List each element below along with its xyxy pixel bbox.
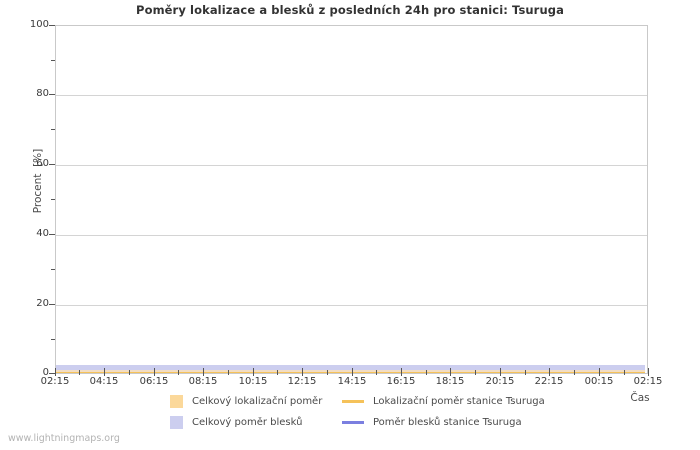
x-tick-label: 22:15 <box>534 376 564 387</box>
legend-item-lokalizacni-pomer-stanice: Lokalizační poměr stanice Tsuruga <box>342 396 545 407</box>
y-tick-minor <box>51 199 56 200</box>
y-tick-label: 20 <box>36 298 49 309</box>
x-tick-label: 20:15 <box>485 376 515 387</box>
y-tick-minor <box>51 129 56 130</box>
x-tick-major <box>104 368 105 376</box>
y-tick-major <box>49 25 56 26</box>
watermark: www.lightningmaps.org <box>8 433 120 444</box>
plot-area <box>55 25 648 374</box>
x-tick-major <box>401 368 402 376</box>
x-tick-major <box>500 368 501 376</box>
y-tick-minor <box>51 269 56 270</box>
y-tick-label: 40 <box>36 228 49 239</box>
legend-item-celkovy-pomer-blesku: Celkový poměr blesků <box>170 416 342 429</box>
x-tick-major <box>203 368 204 376</box>
x-tick-label: 14:15 <box>337 376 367 387</box>
x-tick-major <box>55 368 56 376</box>
x-tick-minor <box>525 370 526 375</box>
legend-label: Poměr blesků stanice Tsuruga <box>373 417 522 428</box>
gridline-80 <box>56 95 647 96</box>
x-tick-label: 06:15 <box>139 376 169 387</box>
legend-row: Celkový lokalizační poměr Lokalizační po… <box>170 391 640 412</box>
x-axis-title: Čas <box>630 392 650 404</box>
legend-swatch-box-icon <box>170 416 183 429</box>
x-tick-minor <box>624 370 625 375</box>
x-tick-minor <box>129 370 130 375</box>
legend-swatch-line-icon <box>342 421 364 424</box>
x-tick-minor <box>277 370 278 375</box>
chart-legend: Celkový lokalizační poměr Lokalizační po… <box>170 391 640 433</box>
gridline-40 <box>56 235 647 236</box>
x-tick-minor <box>327 370 328 375</box>
legend-row: Celkový poměr blesků Poměr blesků stanic… <box>170 412 640 433</box>
x-tick-major <box>253 368 254 376</box>
y-tick-minor <box>51 339 56 340</box>
x-tick-minor <box>228 370 229 375</box>
y-tick-major <box>49 164 56 165</box>
x-tick-label: 04:15 <box>89 376 119 387</box>
y-tick-label: 0 <box>42 367 49 378</box>
x-tick-label: 00:15 <box>584 376 614 387</box>
x-tick-major <box>450 368 451 376</box>
x-tick-major <box>154 368 155 376</box>
line-series-lokalizacni-pomer-stanice <box>56 371 645 373</box>
x-tick-minor <box>475 370 476 375</box>
legend-label: Celkový lokalizační poměr <box>192 396 323 407</box>
y-tick-label: 100 <box>29 19 49 30</box>
x-tick-label: 08:15 <box>188 376 218 387</box>
x-tick-major <box>302 368 303 376</box>
x-tick-minor <box>376 370 377 375</box>
x-tick-label: 18:15 <box>435 376 465 387</box>
legend-swatch-box-icon <box>170 395 183 408</box>
y-tick-major <box>49 94 56 95</box>
y-tick-major <box>49 373 56 374</box>
y-axis-title: Procent [%] <box>32 148 44 214</box>
y-tick-label: 60 <box>36 158 49 169</box>
y-tick-label: 80 <box>36 88 49 99</box>
y-tick-major <box>49 234 56 235</box>
x-tick-minor <box>574 370 575 375</box>
chart-title: Poměry lokalizace a blesků z posledních … <box>136 3 564 17</box>
legend-label: Lokalizační poměr stanice Tsuruga <box>373 396 545 407</box>
legend-item-pomer-blesku-stanice: Poměr blesků stanice Tsuruga <box>342 417 522 428</box>
x-tick-label: 16:15 <box>386 376 416 387</box>
x-tick-label: 02:15 <box>633 376 663 387</box>
x-tick-label: 02:15 <box>40 376 70 387</box>
x-tick-minor <box>426 370 427 375</box>
x-tick-major <box>352 368 353 376</box>
x-tick-minor <box>178 370 179 375</box>
gridline-20 <box>56 305 647 306</box>
x-tick-label: 10:15 <box>238 376 268 387</box>
y-tick-minor <box>51 60 56 61</box>
x-tick-major <box>549 368 550 376</box>
area-series-celkovy-pomer-blesku <box>56 365 645 372</box>
x-tick-minor <box>79 370 80 375</box>
x-tick-major <box>648 368 649 376</box>
y-tick-major <box>49 304 56 305</box>
x-tick-major <box>599 368 600 376</box>
legend-item-celkovy-lokalizacni-pomer: Celkový lokalizační poměr <box>170 395 342 408</box>
x-tick-label: 12:15 <box>287 376 317 387</box>
legend-swatch-line-icon <box>342 400 364 403</box>
legend-label: Celkový poměr blesků <box>192 417 303 428</box>
gridline-60 <box>56 165 647 166</box>
